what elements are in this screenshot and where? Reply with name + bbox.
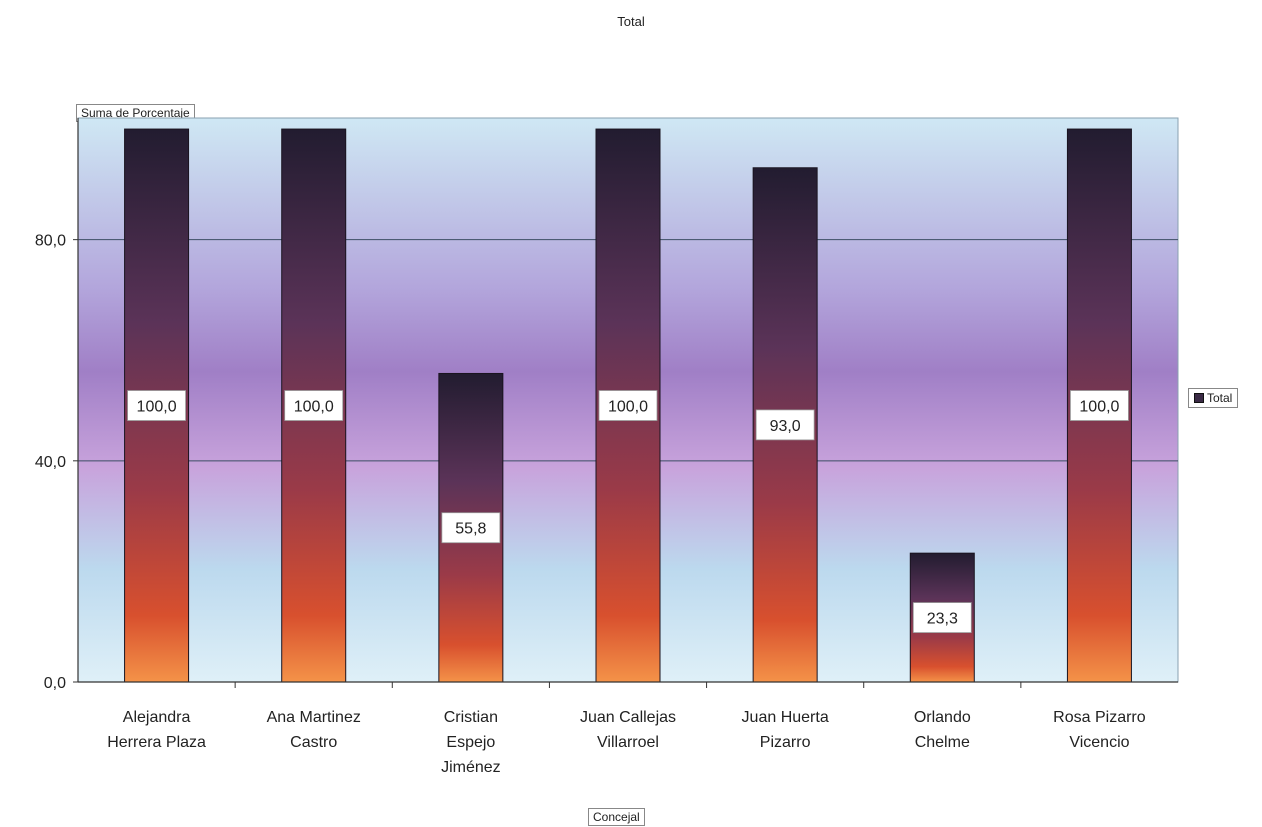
data-label-box <box>912 602 972 633</box>
y-tick-label: 0,0 <box>44 675 66 692</box>
data-label-box <box>755 409 815 441</box>
x-tick-label: Orlando Chelme <box>914 709 971 751</box>
legend: Total <box>1188 388 1239 408</box>
data-label-box <box>598 390 658 421</box>
data-label: 100,0 <box>294 399 334 416</box>
data-label-box <box>1070 390 1129 421</box>
data-label-box <box>284 390 344 421</box>
x-tick-label: Juan Huerta Pizarro <box>742 709 829 751</box>
data-label: 100,0 <box>608 399 648 416</box>
y-tick-label: 80,0 <box>35 233 66 250</box>
legend-label: Total <box>1207 391 1233 405</box>
x-tick-label: Cristian Espejo Jiménez <box>441 709 501 776</box>
data-label: 23,3 <box>927 611 958 628</box>
legend-swatch <box>1194 393 1204 403</box>
data-label: 55,8 <box>455 521 486 538</box>
x-tick-label: Ana Martinez Castro <box>267 709 361 751</box>
data-label-box <box>441 512 501 544</box>
x-tick-label: Rosa Pizarro Vicencio <box>1053 709 1146 751</box>
x-tick-label: Juan Callejas Villarroel <box>580 709 676 751</box>
data-label: 100,0 <box>1079 399 1119 416</box>
x-tick-label: Alejandra Herrera Plaza <box>107 709 206 751</box>
chart-title: Total <box>617 14 645 29</box>
y-tick-label: 40,0 <box>35 454 66 471</box>
data-label: 93,0 <box>770 418 801 435</box>
category-field-button[interactable]: Concejal <box>588 808 645 826</box>
data-label-box <box>127 390 186 421</box>
data-label: 100,0 <box>137 399 177 416</box>
